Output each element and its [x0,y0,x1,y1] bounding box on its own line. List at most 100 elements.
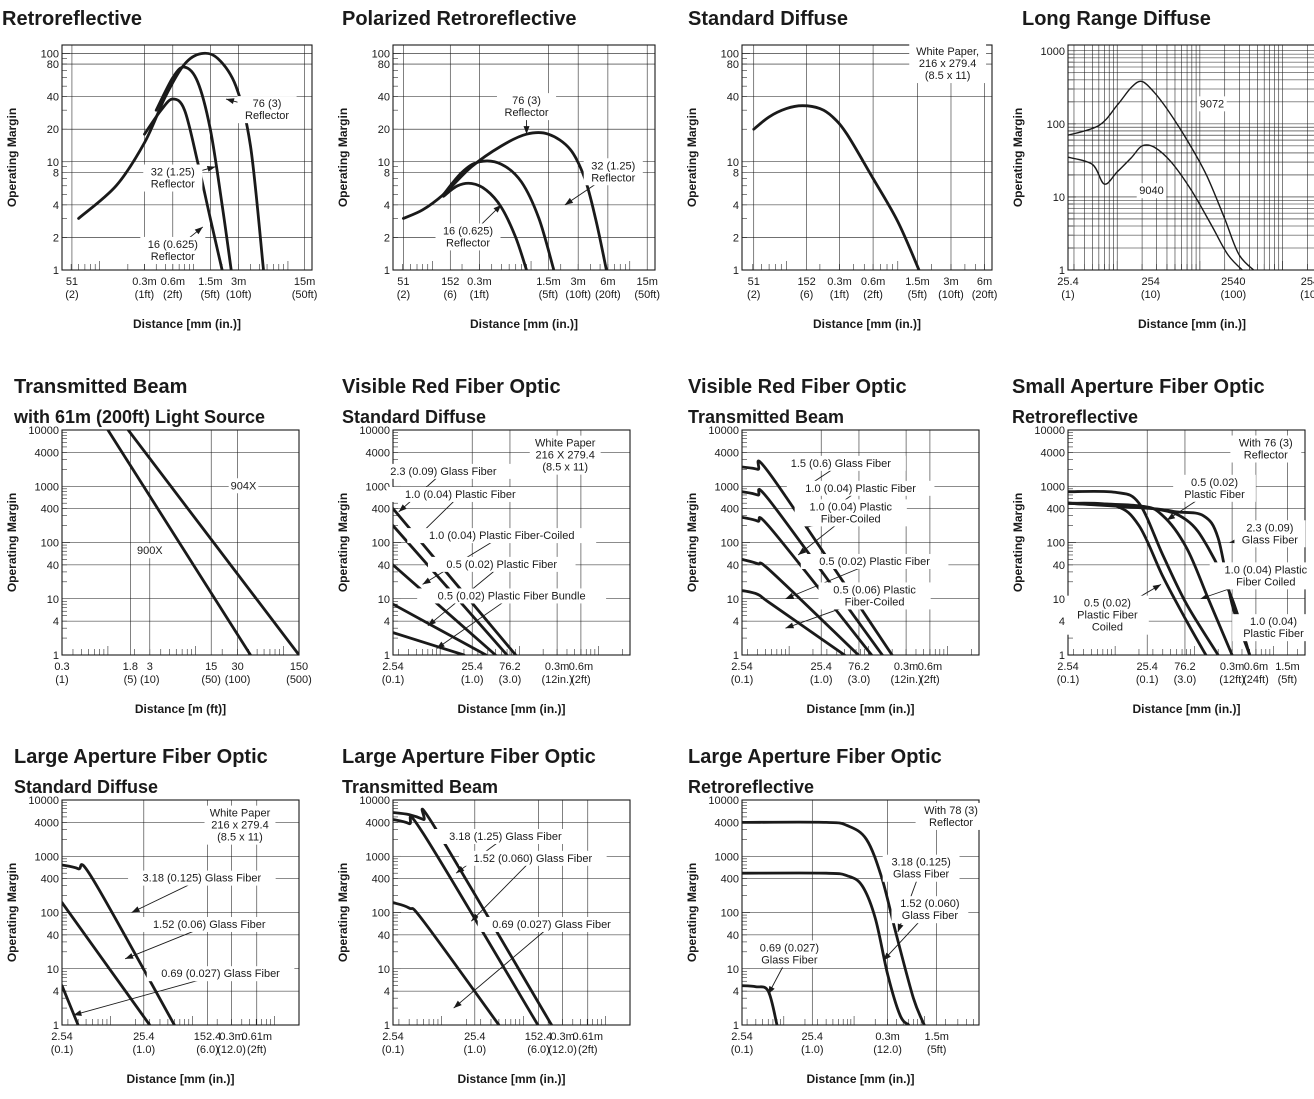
annotation: 16 (0.625)Reflector [140,226,206,264]
y-tick-label: 1 [53,265,59,277]
y-tick-label: 4 [384,986,390,998]
x-tick-label-sub: (50) [201,674,221,686]
x-tick-label: 0.3m [467,276,491,288]
y-tick-label: 100 [721,49,739,61]
x-axis-label: Distance [mm (in.)] [806,1072,914,1086]
annotation-bg [459,850,607,866]
chart-subtitle: with 61m (200ft) Light Source [13,407,265,427]
y-tick-label: 400 [721,504,739,516]
annotation-text: 16 (0.625) [443,225,493,237]
y-tick-label: 1 [733,1020,739,1032]
y-tick-label: 8 [733,167,739,179]
plot-frame [392,429,631,656]
annotation-bg [435,223,501,251]
annotation-bg [407,528,597,544]
annotation-text: 1.52 (0.060) [900,898,959,910]
y-tick-label: 100 [372,49,390,61]
x-tick-label: 76.2 [1174,661,1195,673]
annotation-bg [375,463,512,479]
y-tick-label: 1000 [715,481,739,493]
x-tick-label: 25400 [1301,276,1314,288]
series-line-1 [402,131,608,270]
annotation-bg [417,588,607,604]
x-tick-label-sub: (1.0) [801,1044,824,1056]
grid [61,429,299,656]
series-group [1068,80,1255,270]
annotation-text: Reflector [1244,450,1288,462]
annotation: With 76 (3)Reflector [1230,435,1302,463]
chart-subtitle: Standard Diffuse [14,777,158,797]
annotation-text: (8.5 x 11) [925,70,971,82]
annotation: 76 (3)Reflector [225,96,297,124]
annotation-text: 1.0 (0.04) [1250,616,1297,628]
annotation: 32 (1.25)Reflector [143,164,216,192]
annotation-text: Fiber Coiled [1236,576,1295,588]
annotation-leader [453,924,552,1009]
annotation-text: Reflector [151,251,195,263]
x-tick-label: 51 [748,276,760,288]
annotation-text: (8.5 x 11) [217,832,263,844]
y-tick-label: 80 [47,59,59,71]
annotation-bg [1230,435,1302,463]
annotation-bg [143,164,203,192]
annotation: 0.69 (0.027) Glass Fiber [453,916,626,1009]
y-tick-label: 8 [53,167,59,179]
x-tick-label: 1.5m [536,276,560,288]
y-tick-label: 40 [727,560,739,572]
y-tick-label: 40 [378,930,390,942]
y-tick-label: 100 [41,49,59,61]
y-tick-label: 40 [378,560,390,572]
y-tick-label: 1000 [1041,46,1065,58]
annotation-text: Plastic Fiber [1243,628,1304,640]
annotation: 0.5 (0.02) Plastic Fiber [427,556,576,627]
chart-title: Visible Red Fiber Optic [342,376,561,398]
series-line-3 [442,181,528,270]
chart-4: Long Range Diffuse100010010125.4(1)254(1… [1011,8,1314,331]
annotation-bg [140,236,206,264]
annotation-bg [794,499,907,527]
annotation-arrow [125,953,134,959]
annotation-bg [891,896,969,924]
y-tick-label: 1 [733,650,739,662]
chart-title: Standard Diffuse [688,8,848,30]
annotation: 2.3 (0.09) Glass Fiber [375,463,512,513]
y-tick-label: 4000 [366,817,390,829]
annotation-arrow [206,165,216,172]
annotation-arrow [897,923,904,933]
y-tick-label: 100 [41,908,59,920]
y-tick-label: 8 [384,167,390,179]
chart-title: Long Range Diffuse [1022,8,1211,30]
x-tick-label: 0.3m [219,1031,243,1043]
annotation-text: Reflector [591,172,635,184]
y-tick-label: 4 [53,200,59,212]
annotation: 1.0 (0.04) Plastic Fiber-Coiled [407,528,597,585]
annotation-text: 76 (3) [253,98,282,110]
annotation-bg [434,828,577,844]
grid [1068,45,1314,271]
annotation-arrow [1166,513,1176,521]
x-tick-label: 152.4 [525,1031,553,1043]
y-axis-label: Operating Margin [1011,493,1025,592]
annotation-bg [1232,614,1314,642]
x-tick-label: 1.5m [198,276,222,288]
chart-title: Large Aperture Fiber Optic [14,746,268,768]
annotation-text: 16 (0.625) [148,239,198,251]
y-tick-label: 100 [41,538,59,550]
y-tick-label: 40 [47,930,59,942]
x-tick-label-sub: (500) [286,674,312,686]
y-tick-label: 10000 [359,425,390,437]
x-tick-label: 1.5m [924,1031,948,1043]
x-tick-label-sub: (12in.) [890,674,921,686]
x-axis-label: Distance [mm (in.)] [133,317,241,331]
x-tick-label: 254 [1141,276,1159,288]
annotation-bg [477,916,626,932]
x-axis-label: Distance [mm (in.)] [806,702,914,716]
annotation: 0.5 (0.02) Plastic Fiber [785,554,949,600]
x-tick-label: 0.3m [875,1031,899,1043]
x-tick-label-sub: (2) [65,289,78,301]
chart-subtitle: Transmitted Beam [688,407,844,427]
x-tick-label: 25.4 [464,1031,485,1043]
annotation-bg [386,486,535,502]
series-line-5 [393,631,466,655]
y-tick-label: 2 [384,232,390,244]
